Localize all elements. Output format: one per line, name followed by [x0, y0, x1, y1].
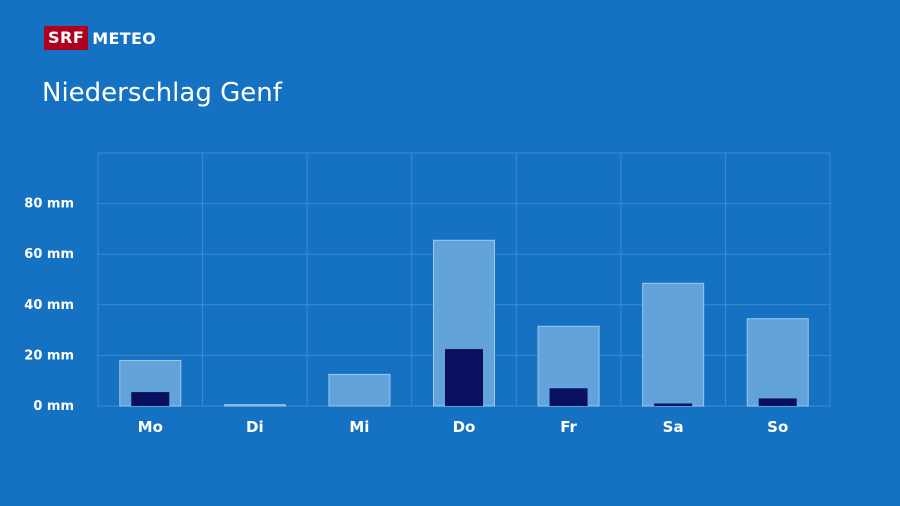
y-axis-ticks: 0 mm 20 mm 40 mm 60 mm 80 mm	[24, 197, 74, 414]
bar-inner-sa	[654, 403, 693, 406]
x-axis-ticks: Mo Di Mi Do Fr Sa So	[138, 418, 789, 436]
bar-inner-so	[758, 398, 797, 406]
y-tick-label: 40 mm	[24, 298, 74, 313]
bar-inner-mo	[131, 392, 170, 406]
meteo-label: METEO	[92, 28, 157, 48]
x-tick-label: Mi	[349, 418, 369, 436]
x-tick-label: Sa	[663, 418, 684, 436]
bar-total-di	[223, 404, 286, 407]
x-tick-label: Fr	[560, 418, 577, 436]
x-tick-label: Di	[246, 418, 264, 436]
y-tick-label: 60 mm	[24, 247, 74, 262]
x-tick-label: So	[767, 418, 788, 436]
srf-meteo-logo: SRF METEO	[44, 26, 156, 50]
y-tick-label: 0 mm	[33, 399, 74, 414]
x-tick-label: Do	[453, 418, 476, 436]
bar-inner-do	[445, 349, 483, 406]
bar-inner-fr	[549, 388, 588, 406]
bar-total-so	[746, 318, 809, 407]
y-tick-label: 20 mm	[24, 348, 74, 363]
chart-bars	[119, 239, 809, 407]
bar-total-sa	[642, 282, 705, 407]
srf-logo: SRF	[44, 26, 89, 50]
chart-title: Niederschlag Genf	[42, 78, 282, 108]
x-tick-label: Mo	[138, 418, 163, 436]
y-tick-label: 80 mm	[24, 197, 74, 212]
bar-total-mi	[328, 373, 391, 407]
